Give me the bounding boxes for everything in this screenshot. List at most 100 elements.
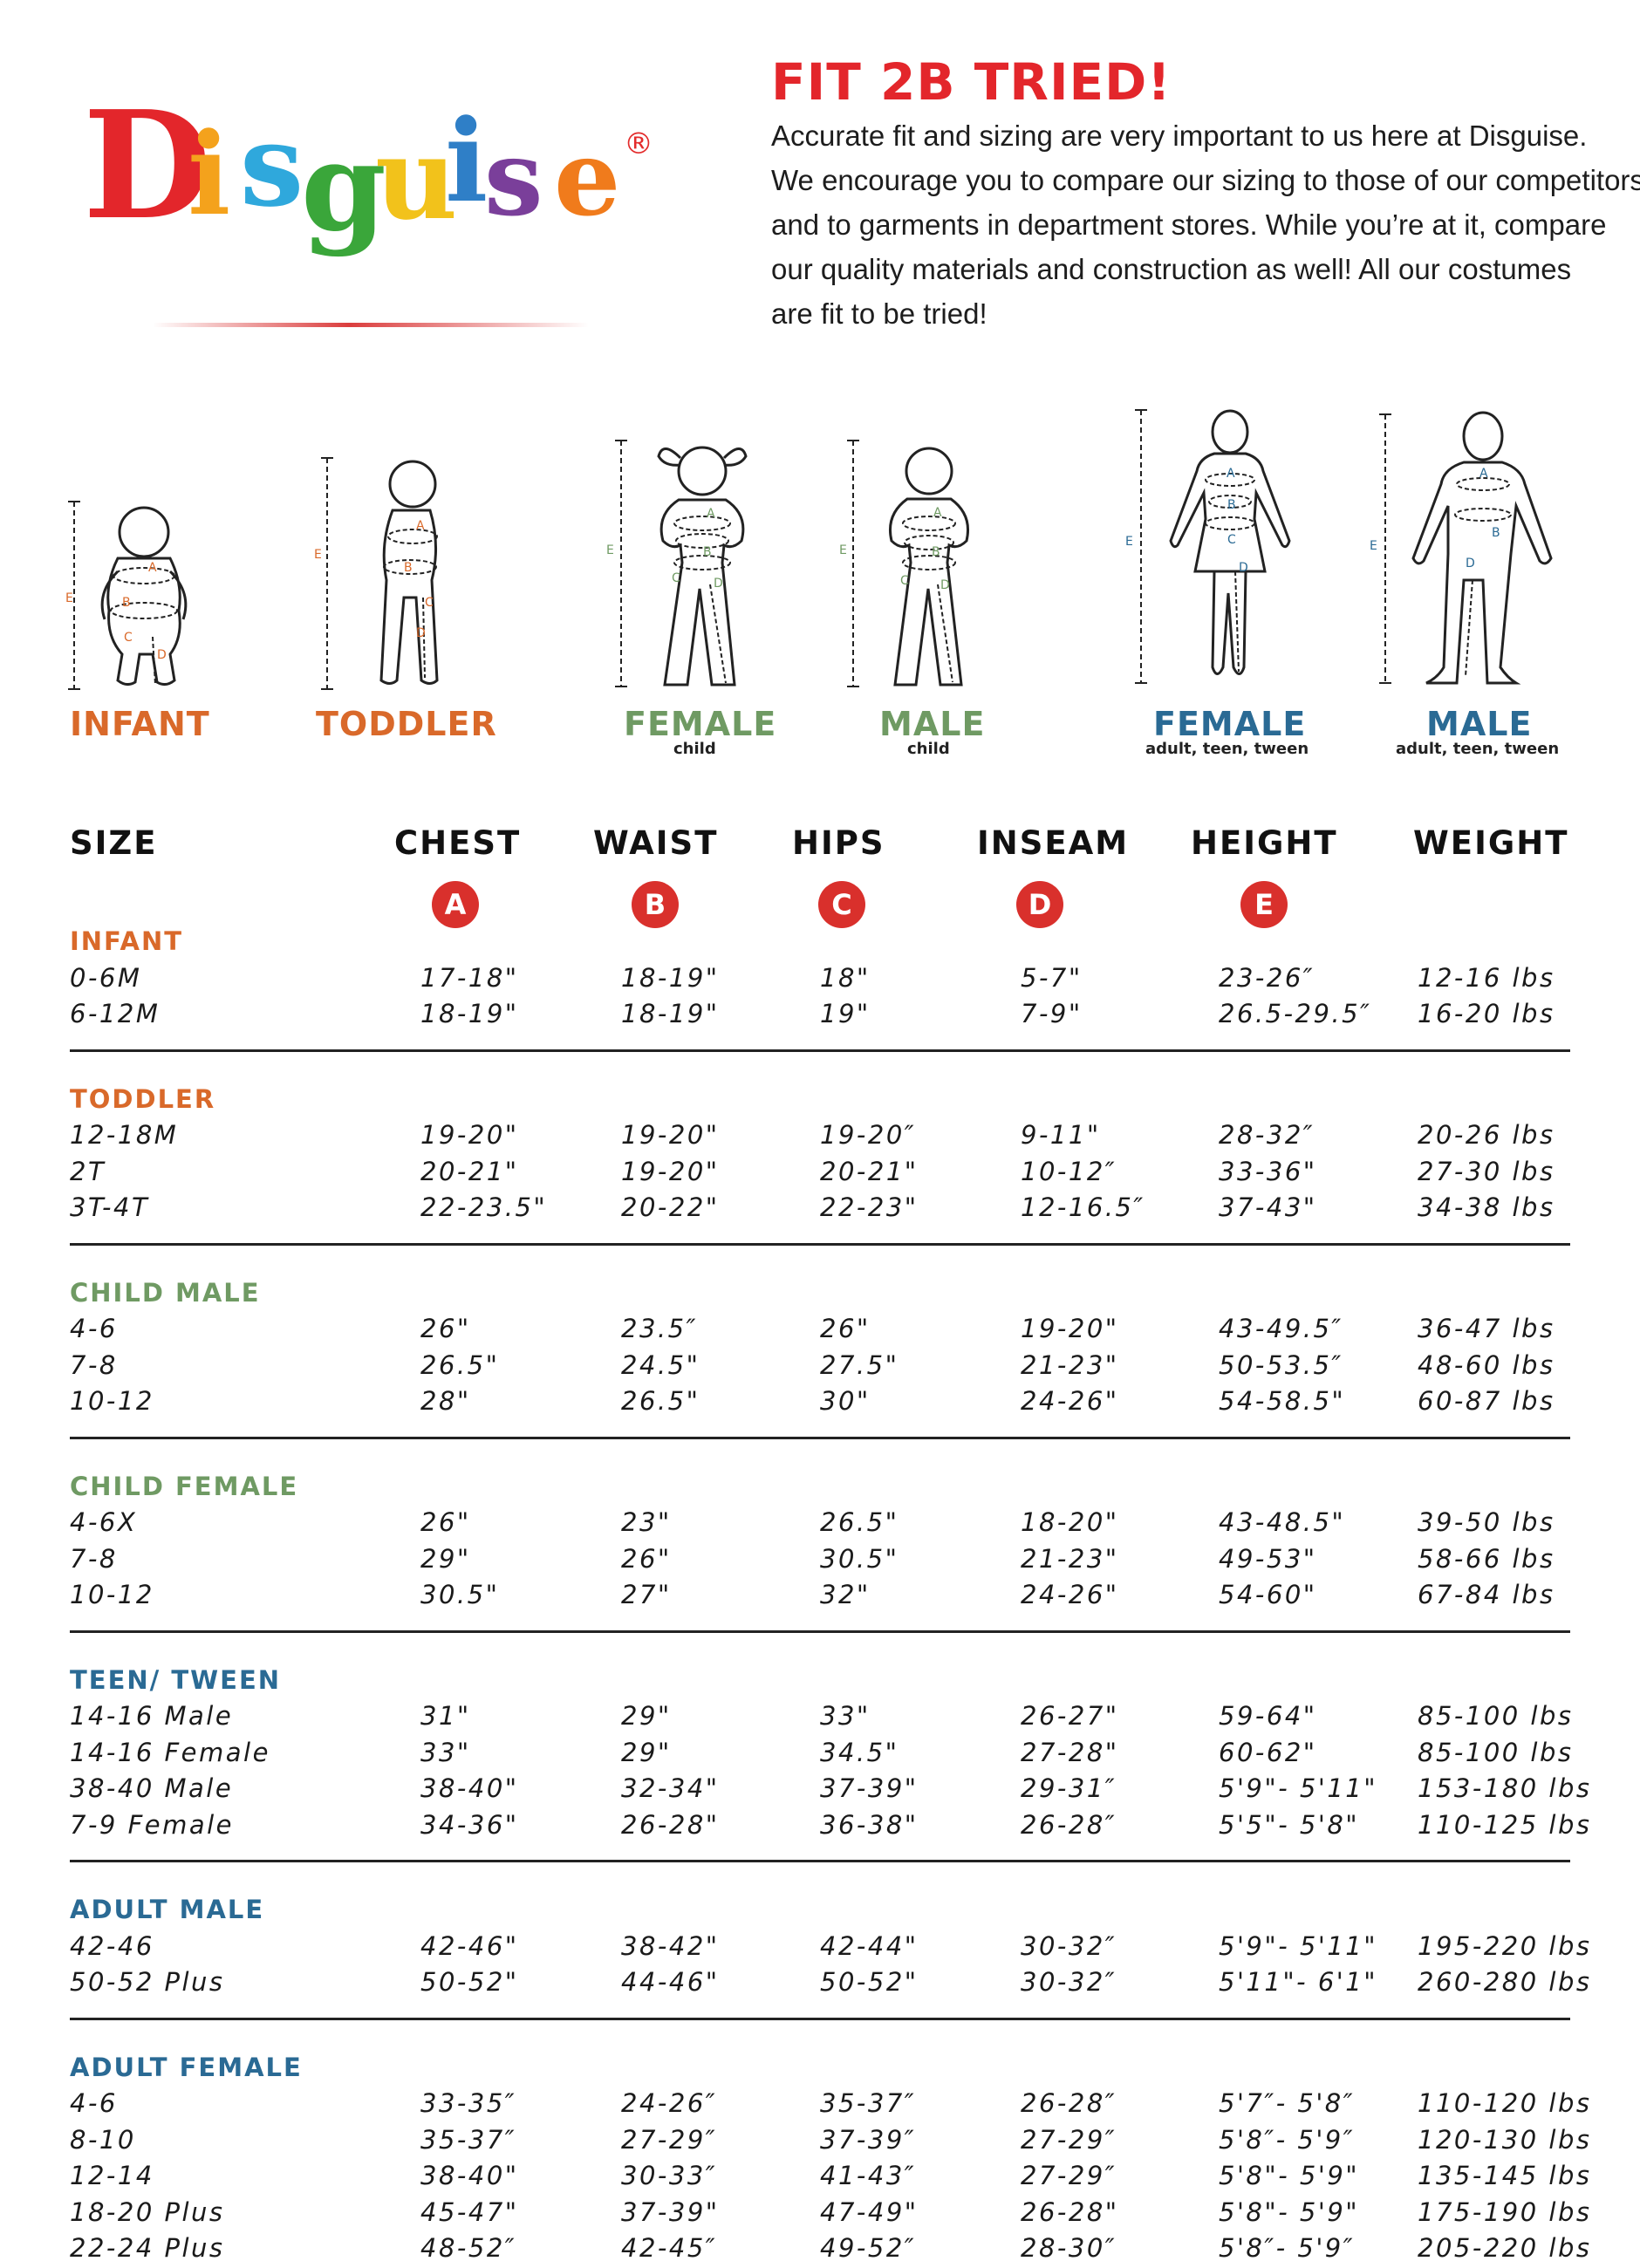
child-female-figure: E A B C D xyxy=(602,432,768,693)
table-cell: 5'5"- 5'8" xyxy=(1219,1809,1360,1840)
mark-b: B xyxy=(703,545,712,559)
table-cell: 37-43" xyxy=(1219,1192,1317,1222)
table-cell: 59-64" xyxy=(1219,1701,1317,1731)
table-cell: 54-60" xyxy=(1219,1580,1317,1609)
table-cell: 22-23" xyxy=(820,1192,919,1222)
table-cell: 23.5″ xyxy=(621,1314,698,1343)
mark-e: E xyxy=(314,548,322,562)
table-cell: 4-6 xyxy=(70,1314,118,1343)
figure-label-adult-male: MALE xyxy=(1426,705,1533,743)
column-header-size: SIZE xyxy=(70,824,158,862)
mark-a: A xyxy=(933,506,942,520)
group-title: TODDLER xyxy=(70,1083,216,1114)
table-cell: 5'9"- 5'11" xyxy=(1219,1773,1378,1803)
group-title: ADULT MALE xyxy=(70,1895,265,1924)
table-cell: 27.5" xyxy=(820,1349,899,1380)
table-cell: 30-32″ xyxy=(1021,1930,1117,1961)
mark-d: D xyxy=(940,578,950,592)
child-female-outline-icon: E A B C D xyxy=(606,440,748,687)
table-cell: 12-16 lbs xyxy=(1418,962,1555,993)
table-cell: 37-39" xyxy=(820,1773,919,1803)
table-cell: 153-180 lbs xyxy=(1418,1773,1592,1803)
table-cell: 7-8 xyxy=(70,1543,118,1574)
table-row: 0-6M 17-18" 18-19" 18" 5-7" 23-26″ 12-16 lbs xyxy=(0,963,1640,998)
mark-c: C xyxy=(1227,533,1236,547)
table-row: 3T-4T 22-23.5" 20-22" 22-23" 12-16.5″ 37-43" 3… xyxy=(0,1192,1640,1227)
column-header-hips: HIPS xyxy=(792,824,885,862)
table-cell: 26-27" xyxy=(1021,1701,1119,1731)
logo-letter-s: s xyxy=(240,99,304,232)
adult-male-figure: E A B D xyxy=(1361,406,1561,693)
table-cell: 18-20 Plus xyxy=(70,2196,225,2227)
table-row: 4-6 26" 23.5″ 26" 19-20" 43-49.5″ 36-47 lbs xyxy=(0,1314,1640,1349)
table-cell: 34-38 lbs xyxy=(1418,1192,1555,1222)
table-cell: 49-53" xyxy=(1219,1543,1317,1574)
adult-male-outline-icon: E A B D xyxy=(1370,411,1553,685)
table-cell: 44-46" xyxy=(621,1967,720,1997)
table-row: 7-8 26.5" 24.5" 27.5" 21-23" 50-53.5″ 48-60 lb… xyxy=(0,1350,1640,1385)
table-cell: 48-52″ xyxy=(420,2233,517,2263)
table-cell: 5-7" xyxy=(1021,962,1083,993)
group-title: CHILD FEMALE xyxy=(70,1471,299,1501)
table-cell: 27-29″ xyxy=(1021,2161,1117,2190)
figure-sub-child-male: child xyxy=(907,740,950,758)
table-cell: 5'9"- 5'11" xyxy=(1219,1930,1378,1961)
mark-e: E xyxy=(1125,535,1133,549)
table-cell: 39-50 lbs xyxy=(1418,1507,1555,1537)
table-cell: 50-53.5″ xyxy=(1219,1349,1343,1380)
table-cell: 4-6X xyxy=(70,1507,138,1537)
table-cell: 26-28″ xyxy=(1021,2088,1117,2118)
table-cell: 20-26 lbs xyxy=(1418,1120,1555,1150)
mark-c: C xyxy=(672,571,680,585)
table-cell: 33" xyxy=(420,1737,471,1767)
mark-d: D xyxy=(1466,557,1475,570)
column-header-chest: CHEST xyxy=(394,824,522,862)
table-cell: 8-10 xyxy=(70,2124,136,2155)
logo-letter-s2: s xyxy=(484,117,543,240)
intro-line: Accurate fit and sizing are very importa… xyxy=(771,120,1588,152)
table-row: 4-6X 26" 23" 26.5" 18-20" 43-48.5" 39-50 lbs xyxy=(0,1507,1640,1542)
table-cell: 14-16 Male xyxy=(70,1701,234,1731)
table-row: 14-16 Male 31" 29" 33" 26-27" 59-64" 85-100 lb… xyxy=(0,1701,1640,1736)
table-cell: 67-84 lbs xyxy=(1418,1580,1555,1609)
table-cell: 9-11" xyxy=(1021,1120,1101,1150)
table-cell: 21-23" xyxy=(1021,1349,1119,1380)
table-cell: 60-62" xyxy=(1219,1737,1317,1767)
table-cell: 29" xyxy=(621,1737,672,1767)
table-cell: 14-16 Female xyxy=(70,1737,270,1767)
table-cell: 24.5" xyxy=(621,1349,700,1380)
table-row: 12-18M 19-20" 19-20" 19-20″ 9-11" 28-32″ 20-26… xyxy=(0,1120,1640,1155)
table-cell: 37-39" xyxy=(621,2196,720,2227)
table-cell: 30-33″ xyxy=(621,2161,718,2190)
table-cell: 29-31″ xyxy=(1021,1773,1117,1803)
table-cell: 20-21" xyxy=(820,1156,919,1186)
group-title: INFANT xyxy=(70,926,184,956)
table-cell: 27-29″ xyxy=(621,2124,718,2155)
table-cell: 38-40" xyxy=(420,2161,519,2190)
table-cell: 10-12 xyxy=(70,1580,154,1609)
table-cell: 50-52" xyxy=(420,1967,519,1997)
table-cell: 24-26″ xyxy=(621,2088,718,2118)
table-cell: 7-9 Female xyxy=(70,1809,235,1840)
mark-b: B xyxy=(1227,498,1236,512)
table-row: 38-40 Male 38-40" 32-34" 37-39" 29-31″ 5'9"- … xyxy=(0,1773,1640,1808)
intro-line: We encourage you to compare our sizing t… xyxy=(771,164,1640,196)
table-cell: 21-23" xyxy=(1021,1543,1119,1574)
table-cell: 18-19" xyxy=(621,999,720,1028)
table-cell: 12-18M xyxy=(70,1120,179,1150)
table-cell: 42-44" xyxy=(820,1930,919,1961)
intro-line: our quality materials and construction a… xyxy=(771,253,1572,285)
table-cell: 5'7″- 5'8″ xyxy=(1219,2088,1356,2118)
table-row: 8-10 35-37″ 27-29″ 37-39″ 27-29″ 5'8″- 5'9″ 12… xyxy=(0,2125,1640,2160)
table-cell: 34.5" xyxy=(820,1737,899,1767)
group-divider xyxy=(70,1049,1570,1052)
table-cell: 16-20 lbs xyxy=(1418,999,1555,1028)
mark-a: A xyxy=(707,507,715,521)
child-male-figure: E A B C D xyxy=(837,436,994,693)
group-divider xyxy=(70,1860,1570,1862)
mark-b: B xyxy=(404,561,413,575)
group-divider xyxy=(70,1436,1570,1439)
table-row: 10-12 28" 26.5" 30" 24-26" 54-58.5" 60-87 lbs xyxy=(0,1386,1640,1421)
table-cell: 26.5" xyxy=(420,1349,500,1380)
figure-label-infant: INFANT xyxy=(70,705,210,743)
